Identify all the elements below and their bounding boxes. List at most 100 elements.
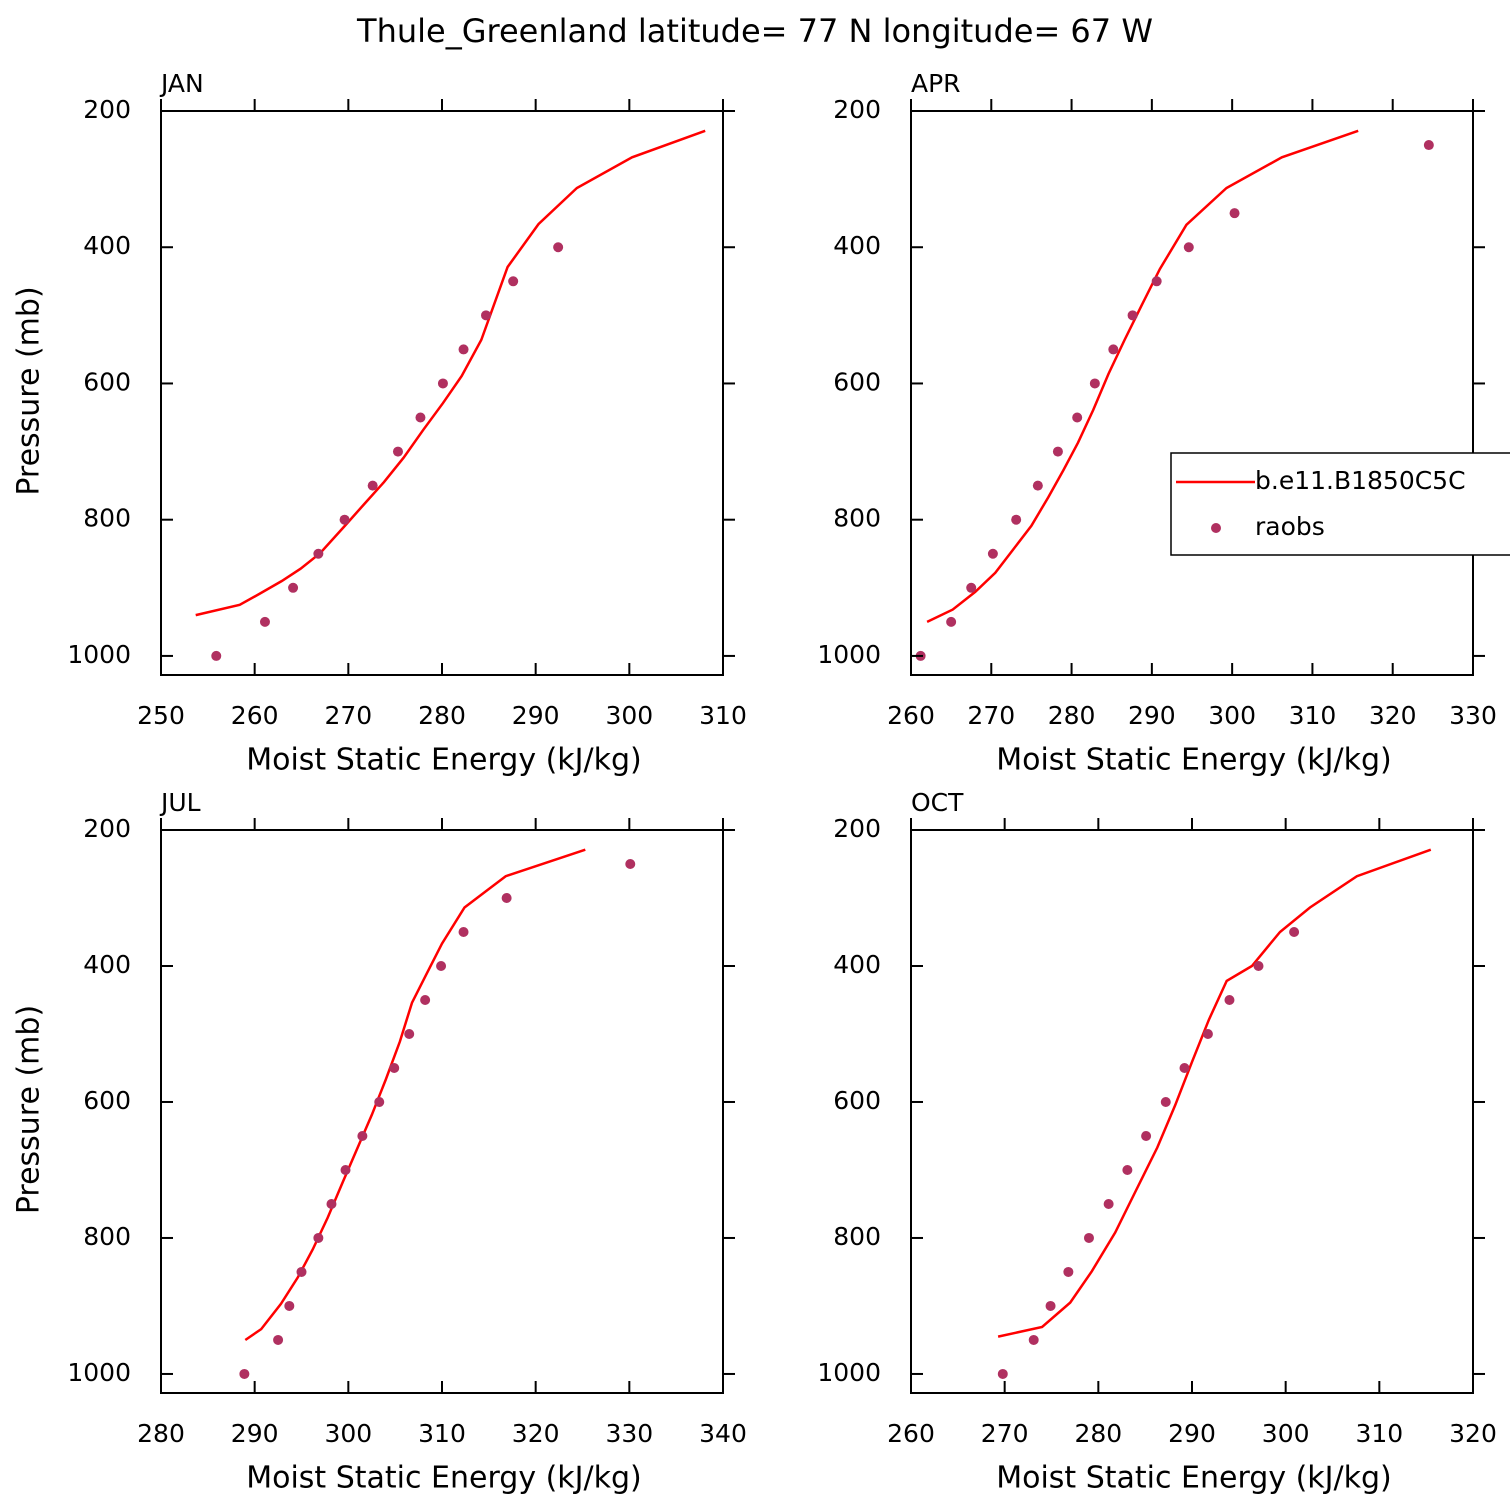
obs-point	[1224, 994, 1235, 1005]
obs-point	[481, 310, 492, 321]
obs-point	[1229, 208, 1240, 219]
x-tick-label: 290	[1128, 701, 1176, 730]
x-axis-label: Moist Static Energy (kJ/kg)	[996, 1461, 1392, 1496]
obs-point	[1108, 344, 1119, 355]
y-axis-label: Pressure (mb)	[12, 1005, 47, 1214]
x-tick-label: 280	[1074, 1419, 1122, 1448]
x-axis-label: Moist Static Energy (kJ/kg)	[246, 1461, 642, 1496]
obs-point	[211, 650, 222, 661]
y-tick-label: 1000	[67, 1358, 131, 1387]
x-tick-label: 260	[231, 701, 279, 730]
legend-label: raobs	[1255, 512, 1325, 541]
model-line	[195, 129, 706, 617]
obs-point	[1063, 1266, 1074, 1277]
obs-point	[392, 446, 403, 457]
x-tick-label: 300	[1262, 1419, 1310, 1448]
y-tick-label: 1000	[67, 640, 131, 669]
figure-title: Thule_Greenland latitude= 77 N longitude…	[356, 12, 1153, 50]
y-tick-label: 600	[833, 1086, 881, 1115]
obs-point	[1127, 310, 1138, 321]
x-tick-label: 260	[887, 701, 935, 730]
x-tick-label: 290	[1168, 1419, 1216, 1448]
x-tick-label: 300	[1208, 701, 1256, 730]
obs-point	[1179, 1062, 1190, 1073]
obs-point	[625, 858, 636, 869]
x-axis-label: Moist Static Energy (kJ/kg)	[996, 743, 1392, 778]
obs-point	[1089, 378, 1100, 389]
y-tick-label: 400	[833, 231, 881, 260]
y-tick-label: 800	[833, 504, 881, 533]
x-tick-label: 320	[512, 1419, 560, 1448]
obs-point	[367, 480, 378, 491]
obs-point	[313, 548, 324, 559]
y-tick-label: 600	[83, 367, 131, 396]
x-tick-label: 310	[1289, 701, 1337, 730]
obs-point	[1202, 1028, 1213, 1039]
legend-box	[1170, 452, 1510, 556]
x-tick-label: 330	[1449, 701, 1497, 730]
model-line	[997, 848, 1432, 1338]
model-line	[244, 848, 586, 1342]
obs-point	[1072, 412, 1083, 423]
x-tick-label: 270	[324, 701, 372, 730]
x-tick-label: 290	[231, 1419, 279, 1448]
y-tick-label: 200	[833, 95, 881, 124]
obs-point	[987, 548, 998, 559]
obs-point	[239, 1368, 250, 1379]
obs-point	[1141, 1130, 1152, 1141]
obs-point	[1160, 1096, 1171, 1107]
obs-point	[501, 892, 512, 903]
x-tick-label: 280	[137, 1419, 185, 1448]
x-tick-label: 270	[981, 1419, 1029, 1448]
y-tick-label: 800	[833, 1222, 881, 1251]
obs-point	[339, 514, 350, 525]
x-tick-label: 340	[699, 1419, 747, 1448]
obs-point	[357, 1130, 368, 1141]
y-tick-label: 400	[83, 231, 131, 260]
panel-title: APR	[911, 69, 961, 98]
obs-point	[1011, 514, 1022, 525]
obs-point	[458, 926, 469, 937]
obs-point	[1122, 1164, 1133, 1175]
obs-point	[420, 994, 431, 1005]
y-tick-label: 600	[83, 1086, 131, 1115]
model-line	[926, 129, 1359, 624]
obs-point	[1032, 480, 1043, 491]
obs-point	[1183, 242, 1194, 253]
obs-point	[273, 1334, 284, 1345]
obs-point	[1253, 960, 1264, 971]
plot-frame	[910, 829, 1474, 1394]
obs-point	[340, 1164, 351, 1175]
obs-point	[1083, 1232, 1094, 1243]
x-tick-label: 280	[418, 701, 466, 730]
obs-point	[553, 242, 564, 253]
plot-frame	[160, 829, 724, 1394]
obs-point	[508, 276, 519, 287]
obs-point	[404, 1028, 415, 1039]
obs-point	[1423, 140, 1434, 151]
obs-point	[1052, 446, 1063, 457]
x-tick-label: 320	[1449, 1419, 1497, 1448]
panel-title: OCT	[911, 788, 964, 817]
obs-point	[1045, 1300, 1056, 1311]
obs-point	[458, 344, 469, 355]
panel-title: JUL	[159, 788, 201, 817]
y-tick-label: 400	[83, 950, 131, 979]
y-tick-label: 800	[83, 504, 131, 533]
x-tick-label: 310	[1355, 1419, 1403, 1448]
obs-point	[313, 1232, 324, 1243]
obs-point	[946, 616, 957, 627]
obs-point	[296, 1266, 307, 1277]
obs-point	[1151, 276, 1162, 287]
obs-point	[1289, 926, 1300, 937]
obs-point	[415, 412, 426, 423]
plot-frame	[160, 110, 724, 676]
obs-point	[389, 1062, 400, 1073]
y-tick-label: 200	[83, 814, 131, 843]
y-tick-label: 800	[83, 1222, 131, 1251]
x-tick-label: 300	[324, 1419, 372, 1448]
plot-area	[239, 848, 636, 1379]
obs-point	[997, 1368, 1008, 1379]
plot-area	[997, 848, 1432, 1379]
